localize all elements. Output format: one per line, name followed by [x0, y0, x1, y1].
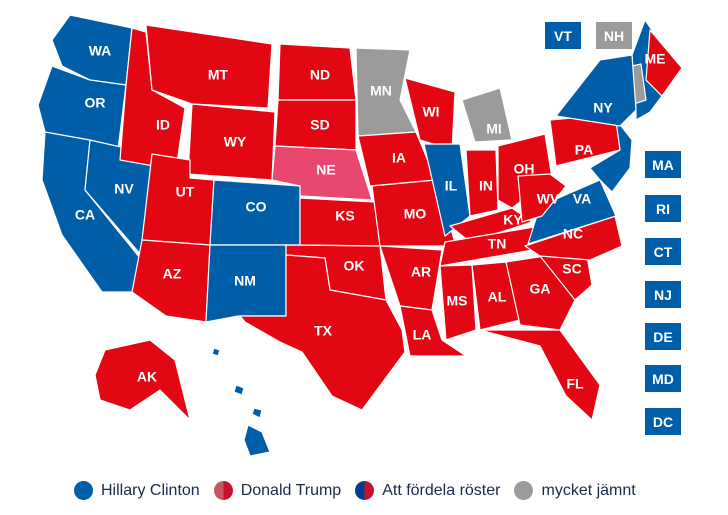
state-box-nj[interactable]: NJ — [645, 281, 681, 308]
state-label-nv: NV — [114, 181, 134, 197]
legend-label: Hillary Clinton — [101, 481, 200, 499]
state-label-mo: MO — [404, 206, 427, 222]
state-mt[interactable] — [145, 24, 273, 109]
legend-split: Att fördela röster — [355, 481, 500, 500]
state-box-ma[interactable]: MA — [645, 151, 681, 178]
legend-label: Att fördela röster — [382, 481, 501, 499]
state-label-id: ID — [156, 117, 170, 133]
state-label-la: LA — [413, 327, 432, 343]
state-ky[interactable] — [449, 207, 533, 243]
hawaii-island — [251, 407, 263, 419]
state-label-wy: WY — [224, 134, 247, 150]
hawaii-island — [211, 347, 221, 357]
state-label-or: OR — [85, 95, 106, 111]
state-la[interactable] — [399, 305, 467, 357]
state-label-ia: IA — [392, 150, 406, 166]
state-label-mi: MI — [486, 121, 502, 137]
legend-close-swatch — [514, 481, 534, 500]
state-label-al: AL — [488, 289, 507, 305]
state-me[interactable] — [645, 29, 683, 97]
hawaii-island — [243, 424, 271, 457]
state-label-il: IL — [445, 178, 458, 194]
legend-label: Donald Trump — [240, 481, 342, 499]
legend: Hillary Clinton Donald Trump Att fördela… — [74, 481, 650, 500]
state-label-ks: KS — [335, 208, 354, 224]
state-ms[interactable] — [439, 264, 477, 341]
state-label-ok: OK — [344, 258, 365, 274]
state-box-ct[interactable]: CT — [645, 238, 681, 265]
state-label-wi: WI — [422, 104, 439, 120]
state-label-mt: MT — [208, 67, 229, 83]
state-label-sd: SD — [310, 117, 329, 133]
state-label-ak: AK — [137, 369, 157, 385]
state-label-nd: ND — [310, 67, 330, 83]
mid-atlantic-region — [589, 117, 633, 193]
state-ak[interactable] — [94, 339, 191, 421]
state-box-md[interactable]: MD — [645, 365, 681, 392]
state-label-wv: WV — [537, 191, 560, 207]
legend-label: mycket jämnt — [541, 481, 636, 499]
legend-split-swatch — [355, 481, 375, 500]
state-label-wa: WA — [89, 43, 112, 59]
legend-trump-swatch — [213, 481, 233, 500]
state-ga[interactable] — [505, 255, 576, 331]
state-label-az: AZ — [163, 266, 182, 282]
state-ne[interactable] — [271, 145, 373, 201]
state-label-in: IN — [479, 178, 493, 194]
state-in[interactable] — [465, 149, 499, 217]
state-label-sc: SC — [562, 261, 581, 277]
state-label-nc: NC — [563, 226, 583, 242]
state-label-co: CO — [246, 199, 267, 215]
state-label-mn: MN — [370, 83, 392, 99]
state-fl[interactable] — [479, 329, 601, 421]
state-label-ar: AR — [411, 264, 431, 280]
hawaii-island — [233, 384, 245, 396]
us-map: WA OR CA NV ID MT WY UT AZ CO NM ND SD NE KS OK TX MN IA MO… — [37, 14, 683, 457]
state-mn[interactable] — [355, 47, 417, 137]
state-box-vt[interactable]: VT — [545, 22, 581, 49]
state-box-de[interactable]: DE — [645, 323, 681, 350]
legend-clinton: Hillary Clinton — [74, 481, 200, 500]
state-label-pa: PA — [575, 142, 593, 158]
state-box-ri[interactable]: RI — [645, 195, 681, 222]
state-label-tx: TX — [314, 323, 333, 339]
state-label-ne: NE — [316, 162, 335, 178]
state-label-ut: UT — [176, 184, 195, 200]
state-box-dc[interactable]: DC — [645, 408, 681, 435]
state-box-nh[interactable]: NH — [596, 22, 632, 49]
state-wv[interactable] — [517, 173, 567, 223]
state-label-oh: OH — [514, 161, 535, 177]
state-label-va: VA — [573, 191, 591, 207]
legend-close: mycket jämnt — [514, 481, 636, 500]
state-tx[interactable] — [239, 254, 406, 411]
state-label-me: ME — [645, 51, 666, 67]
state-mi[interactable] — [461, 87, 513, 143]
state-label-ca: CA — [75, 207, 95, 223]
state-label-tn: TN — [488, 236, 507, 252]
legend-trump: Donald Trump — [213, 481, 342, 500]
state-label-nm: NM — [234, 273, 256, 289]
state-label-ms: MS — [447, 293, 468, 309]
state-label-ky: KY — [503, 212, 523, 228]
state-label-ny: NY — [593, 100, 613, 116]
state-az[interactable] — [131, 239, 211, 323]
state-label-ga: GA — [530, 281, 551, 297]
state-va[interactable] — [527, 179, 617, 245]
state-label-fl: FL — [566, 376, 584, 392]
state-ny[interactable] — [555, 54, 637, 127]
legend-clinton-swatch — [74, 481, 93, 500]
